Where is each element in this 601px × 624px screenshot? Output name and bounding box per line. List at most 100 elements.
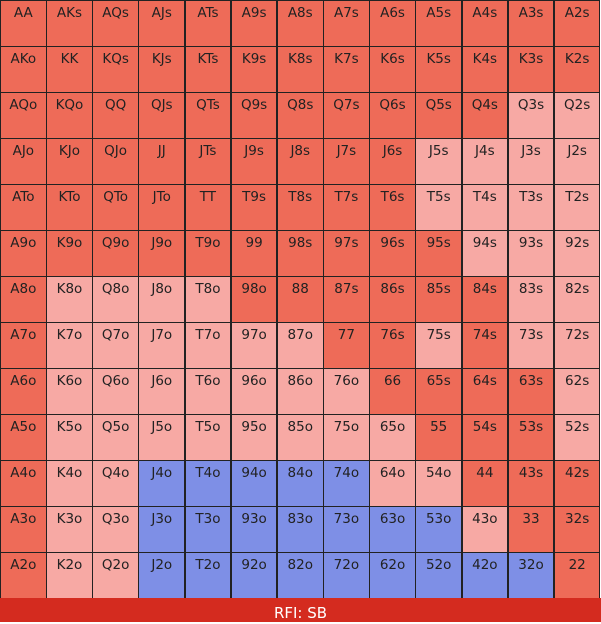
hand-cell[interactable]: AKo [0,46,47,93]
hand-cell[interactable]: AJs [138,0,186,47]
hand-cell[interactable]: 83s [507,276,555,323]
hand-cell[interactable]: 97s [323,230,370,277]
hand-cell[interactable]: AQs [92,0,139,47]
hand-cell[interactable]: Q6o [92,368,139,415]
hand-cell[interactable]: J8o [138,276,186,323]
hand-cell[interactable]: Q4s [461,92,509,139]
hand-cell[interactable]: K5s [415,46,463,93]
hand-cell[interactable]: J6o [138,368,186,415]
hand-cell[interactable]: K8o [46,276,93,323]
hand-cell[interactable]: AA [0,0,47,47]
hand-cell[interactable]: K9s [230,46,278,93]
hand-cell[interactable]: J9o [138,230,186,277]
hand-cell[interactable]: J2s [553,138,601,185]
hand-cell[interactable]: 74s [461,322,509,369]
hand-cell[interactable]: QQ [92,92,139,139]
hand-cell[interactable]: T7s [323,184,370,231]
hand-cell[interactable]: 42o [461,552,509,599]
hand-cell[interactable]: K7s [323,46,370,93]
hand-cell[interactable]: J3s [507,138,555,185]
hand-cell[interactable]: JJ [138,138,186,185]
hand-cell[interactable]: T8o [184,276,232,323]
hand-cell[interactable]: 85s [415,276,463,323]
hand-cell[interactable]: 33 [507,506,555,553]
hand-cell[interactable]: 73o [323,506,370,553]
hand-cell[interactable]: 65o [369,414,416,461]
hand-cell[interactable]: T6o [184,368,232,415]
hand-cell[interactable]: 87s [323,276,370,323]
hand-cell[interactable]: 72s [553,322,601,369]
hand-cell[interactable]: 96s [369,230,416,277]
hand-cell[interactable]: Q8o [92,276,139,323]
hand-cell[interactable]: ATo [0,184,47,231]
hand-cell[interactable]: A8o [0,276,47,323]
hand-cell[interactable]: T2o [184,552,232,599]
hand-cell[interactable]: 93s [507,230,555,277]
hand-cell[interactable]: 87o [276,322,324,369]
hand-cell[interactable]: A2s [553,0,601,47]
hand-cell[interactable]: 53o [415,506,463,553]
hand-cell[interactable]: 75o [323,414,370,461]
hand-cell[interactable]: T3o [184,506,232,553]
hand-cell[interactable]: QTs [184,92,232,139]
hand-cell[interactable]: AQo [0,92,47,139]
hand-cell[interactable]: QJs [138,92,186,139]
hand-cell[interactable]: 84o [276,460,324,507]
hand-cell[interactable]: K6o [46,368,93,415]
hand-cell[interactable]: Q9o [92,230,139,277]
hand-cell[interactable]: AKs [46,0,93,47]
hand-cell[interactable]: A7o [0,322,47,369]
hand-cell[interactable]: K4o [46,460,93,507]
hand-cell[interactable]: Q3s [507,92,555,139]
hand-cell[interactable]: 44 [461,460,509,507]
hand-cell[interactable]: J5o [138,414,186,461]
hand-cell[interactable]: J6s [369,138,416,185]
hand-cell[interactable]: 32o [507,552,555,599]
hand-cell[interactable]: 42s [553,460,601,507]
hand-cell[interactable]: T3s [507,184,555,231]
hand-cell[interactable]: A4s [461,0,509,47]
hand-cell[interactable]: 83o [276,506,324,553]
hand-cell[interactable]: T6s [369,184,416,231]
hand-cell[interactable]: 54s [461,414,509,461]
hand-cell[interactable]: 54o [415,460,463,507]
hand-cell[interactable]: K7o [46,322,93,369]
hand-cell[interactable]: AJo [0,138,47,185]
hand-cell[interactable]: K4s [461,46,509,93]
hand-cell[interactable]: TT [184,184,232,231]
hand-cell[interactable]: 22 [553,552,601,599]
hand-cell[interactable]: 64o [369,460,416,507]
hand-cell[interactable]: A6s [369,0,416,47]
hand-cell[interactable]: J4o [138,460,186,507]
hand-cell[interactable]: 86o [276,368,324,415]
hand-cell[interactable]: K6s [369,46,416,93]
hand-cell[interactable]: K3s [507,46,555,93]
hand-cell[interactable]: 73s [507,322,555,369]
hand-cell[interactable]: Q7s [323,92,370,139]
hand-cell[interactable]: J7s [323,138,370,185]
hand-cell[interactable]: T9o [184,230,232,277]
hand-cell[interactable]: 43s [507,460,555,507]
hand-cell[interactable]: K5o [46,414,93,461]
hand-cell[interactable]: T8s [276,184,324,231]
hand-cell[interactable]: KTs [184,46,232,93]
hand-cell[interactable]: 98o [230,276,278,323]
hand-cell[interactable]: 53s [507,414,555,461]
hand-cell[interactable]: 74o [323,460,370,507]
hand-cell[interactable]: 82o [276,552,324,599]
hand-cell[interactable]: ATs [184,0,232,47]
hand-cell[interactable]: Q2s [553,92,601,139]
hand-cell[interactable]: 52s [553,414,601,461]
hand-cell[interactable]: T9s [230,184,278,231]
hand-cell[interactable]: K2o [46,552,93,599]
hand-cell[interactable]: 75s [415,322,463,369]
hand-cell[interactable]: J9s [230,138,278,185]
hand-cell[interactable]: 99 [230,230,278,277]
hand-cell[interactable]: Q7o [92,322,139,369]
hand-cell[interactable]: 66 [369,368,416,415]
hand-cell[interactable]: KJs [138,46,186,93]
hand-cell[interactable]: 93o [230,506,278,553]
hand-cell[interactable]: 52o [415,552,463,599]
hand-cell[interactable]: JTs [184,138,232,185]
hand-cell[interactable]: J5s [415,138,463,185]
